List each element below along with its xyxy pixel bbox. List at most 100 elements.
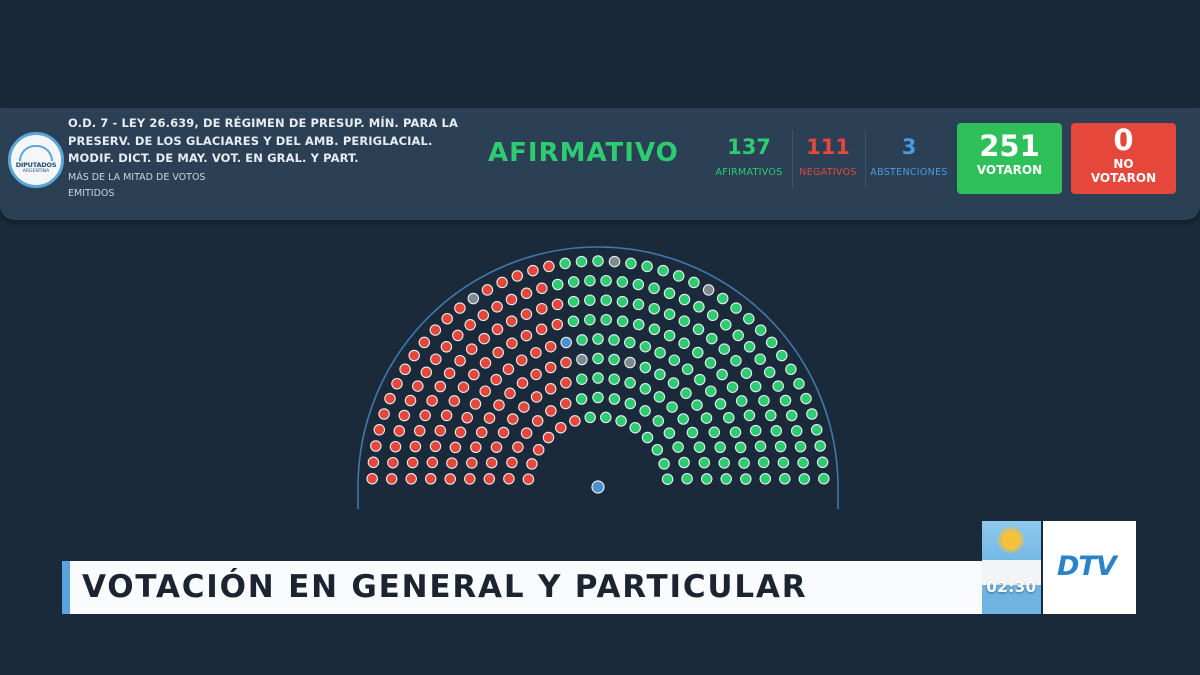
deputy-seat: [404, 394, 417, 407]
deputy-seat: [378, 408, 390, 420]
deputy-seat: [418, 336, 431, 349]
flag-clock-box: 02:30: [982, 521, 1041, 614]
deputy-seat: [477, 309, 490, 322]
deputy-seat: [516, 377, 529, 389]
deputy-seat: [576, 373, 588, 385]
deputy-seat: [430, 353, 442, 365]
deputy-seat: [688, 276, 700, 289]
deputy-seat: [490, 441, 503, 453]
deputy-seat: [754, 324, 767, 336]
deputy-seat: [454, 354, 466, 367]
deputy-seat: [663, 287, 676, 300]
deputy-seat: [651, 444, 664, 456]
deputy-seat: [785, 409, 798, 422]
flag-stripe-bottom: [982, 585, 1041, 614]
deputy-seat: [575, 255, 588, 268]
deputy-seat: [491, 301, 503, 313]
deputy-seat: [735, 395, 748, 407]
deputy-seat: [749, 380, 762, 393]
deputy-seat: [367, 456, 380, 469]
deputy-seat: [559, 397, 572, 410]
deputy-seat: [816, 456, 829, 469]
deputy-seat: [584, 274, 596, 287]
deputy-seat: [714, 441, 726, 454]
deputy-seat: [777, 456, 790, 469]
vote-result: AFIRMATIVO: [488, 138, 679, 168]
channel-logo-box: DTV: [1043, 521, 1136, 614]
deputy-seat: [555, 421, 567, 434]
deputy-seat: [429, 440, 442, 453]
deputy-seat: [793, 377, 805, 390]
deputy-seat: [663, 308, 676, 320]
deputy-seat: [800, 392, 812, 405]
deputy-seat: [434, 424, 447, 437]
deputy-seat: [452, 329, 464, 342]
deputy-seat: [520, 287, 533, 300]
deputy-seat: [478, 332, 490, 345]
deputy-seat: [608, 353, 620, 366]
abstenciones-stat: 3 ABSTENCIONES: [868, 134, 950, 180]
deputy-seat: [560, 336, 572, 349]
deputy-seat: [464, 473, 476, 485]
deputy-seat: [632, 318, 645, 331]
deputy-seat: [629, 421, 641, 434]
deputy-seat: [493, 399, 505, 411]
deputy-seat: [700, 412, 713, 424]
deputy-seat: [412, 380, 424, 392]
deputy-seat: [652, 415, 665, 427]
channel-logo: DTV: [1057, 551, 1117, 582]
deputy-seat: [576, 353, 588, 366]
logo-text-1: DIPUTADOS: [15, 161, 57, 169]
deputy-seat: [716, 292, 729, 305]
deputy-seat: [544, 383, 557, 395]
deputy-seat: [408, 349, 420, 362]
deputy-seat: [779, 394, 792, 407]
deputy-seat: [740, 367, 753, 379]
deputy-seat: [527, 264, 539, 277]
deputy-seat: [542, 431, 555, 444]
deputy-seat: [584, 411, 596, 424]
deputy-seat: [389, 440, 402, 453]
banner-title: VOTACIÓN EN GENERAL Y PARTICULAR: [82, 569, 808, 605]
deputy-seat: [653, 391, 666, 403]
deputy-seat: [648, 323, 661, 336]
deputy-seat: [639, 340, 652, 353]
deputy-seat: [743, 409, 756, 422]
afirmativos-label: AFIRMATIVOS: [715, 167, 783, 178]
deputy-seat: [490, 373, 502, 386]
deputy-seat: [461, 411, 473, 424]
deputy-seat: [406, 456, 419, 469]
deputy-seat: [600, 294, 612, 306]
deputy-seat: [681, 472, 693, 485]
deputy-seat: [544, 340, 557, 353]
stat-divider: [792, 130, 793, 188]
deputy-seat: [370, 440, 382, 452]
deputy-seat: [704, 357, 717, 369]
deputy-seat: [424, 473, 437, 485]
afirmativos-stat: 137 AFIRMATIVOS: [712, 134, 786, 180]
deputy-seat: [532, 444, 545, 456]
deputy-seat: [467, 292, 480, 305]
deputy-seat: [567, 276, 580, 288]
deputy-seat: [520, 308, 533, 320]
deputy-seat: [716, 368, 728, 381]
deputy-seat: [448, 395, 461, 407]
deputy-seat: [615, 415, 627, 427]
deputy-seat: [648, 302, 660, 315]
deputy-seat: [592, 255, 604, 267]
deputy-seat: [544, 361, 557, 374]
no-votaron-count: 0: [1113, 123, 1134, 157]
deputy-seat: [506, 456, 518, 469]
deputy-seat: [608, 373, 620, 385]
deputy-seat: [491, 323, 504, 336]
deputy-seat: [505, 293, 518, 306]
deputy-seat: [373, 424, 386, 436]
deputy-seat: [576, 334, 588, 346]
deputy-seat: [691, 399, 703, 411]
deputy-seat: [391, 377, 403, 390]
deputy-seat: [545, 405, 557, 417]
deputy-seat: [754, 440, 767, 453]
deputy-seat: [530, 346, 542, 359]
deputy-seat: [504, 387, 516, 400]
deputy-seat: [399, 363, 411, 376]
